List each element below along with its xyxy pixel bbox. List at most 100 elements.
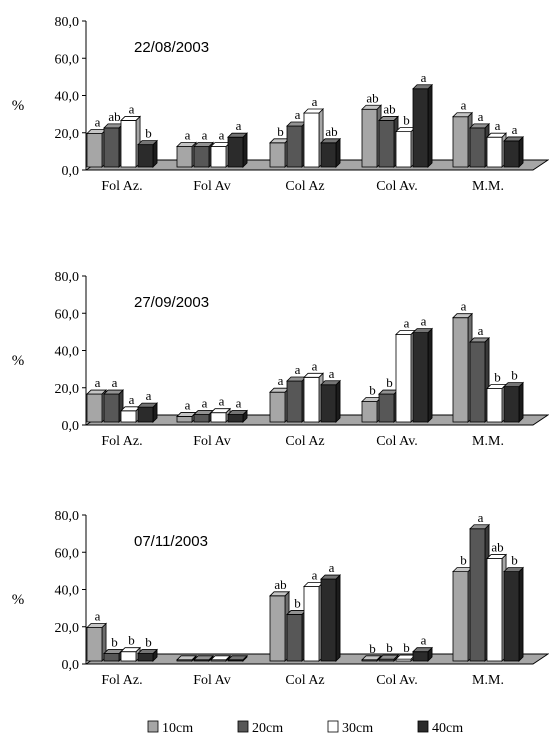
bar [303, 372, 325, 423]
y-tick-label: 60,0 [55, 52, 80, 67]
category-label: Col Az [285, 179, 324, 194]
bar [361, 104, 383, 168]
category-label: Fol Av [193, 673, 230, 688]
y-axis-label: % [12, 353, 25, 369]
bar-label: a [278, 373, 284, 388]
bar-label: a [129, 101, 135, 116]
y-tick-label: 60,0 [55, 546, 80, 561]
bar [303, 108, 325, 168]
bar-label: a [329, 560, 335, 575]
panel-title: 27/09/2003 [134, 294, 209, 311]
bar [193, 409, 215, 423]
panel-title: 07/11/2003 [134, 533, 208, 550]
legend: 10cm 20cm 30cm 40cm [147, 720, 463, 736]
bar [503, 566, 525, 662]
bar-label: a [312, 568, 318, 583]
category-label: M.M. [472, 434, 504, 449]
y-tick-label: 40,0 [55, 584, 80, 599]
bar [486, 132, 508, 168]
y-tick-label: 20,0 [55, 127, 80, 142]
category-label: M.M. [472, 673, 504, 688]
panel-title: 22/08/2003 [134, 39, 209, 56]
category-label: Fol Az. [101, 179, 142, 194]
bar [269, 590, 291, 662]
bar-label: a [146, 388, 152, 403]
bar-label: a [404, 315, 410, 330]
bar [286, 376, 308, 423]
legend-label: 40cm [432, 721, 463, 736]
bar [395, 654, 417, 662]
bar [176, 141, 198, 168]
legend-label: 10cm [162, 721, 193, 736]
y-tick-label: 80,0 [55, 270, 80, 285]
bar [227, 132, 249, 168]
y-axis-label: % [12, 98, 25, 114]
bar-label: a [295, 362, 301, 377]
bar [103, 389, 125, 423]
bar [286, 609, 308, 662]
bar [137, 402, 159, 423]
bar [452, 111, 474, 168]
bar-label: a [312, 358, 318, 373]
bar-label: b [403, 640, 410, 655]
y-tick-label: 80,0 [55, 509, 80, 524]
bar [361, 654, 383, 662]
bar [86, 622, 108, 662]
y-tick-label: 0,0 [62, 164, 80, 179]
bar [503, 135, 525, 168]
bar-label: b [494, 369, 501, 384]
bar-label: b [386, 640, 393, 655]
bar-label: a [295, 107, 301, 122]
bar [176, 654, 198, 662]
y-tick-label: 20,0 [55, 621, 80, 636]
bar-label: a [478, 323, 484, 338]
bar-label: ab [491, 540, 503, 555]
bar [412, 327, 434, 423]
bar [86, 389, 108, 423]
category-label: Col Az [285, 434, 324, 449]
bar [469, 523, 491, 662]
bar [486, 553, 508, 662]
bar-label: a [421, 70, 427, 85]
bar-label: a [219, 394, 225, 409]
legend-label: 30cm [342, 721, 373, 736]
bar-label: a [95, 114, 101, 129]
bar [103, 648, 125, 662]
bar-label: a [461, 98, 467, 113]
bar-label: a [329, 366, 335, 381]
legend-swatch [147, 720, 159, 733]
bar [486, 383, 508, 423]
category-label: Fol Av [193, 434, 230, 449]
bar [120, 115, 142, 168]
bar [193, 141, 215, 168]
bar-label: b [460, 553, 467, 568]
bar-label: ab [325, 124, 337, 139]
bar [120, 646, 142, 662]
y-tick-label: 40,0 [55, 345, 80, 360]
bar [227, 654, 249, 662]
bar [120, 405, 142, 423]
bar-label: b [145, 635, 152, 650]
bar-label: a [129, 392, 135, 407]
bar [176, 411, 198, 423]
bar [452, 312, 474, 423]
bar [137, 648, 159, 662]
y-tick-label: 20,0 [55, 382, 80, 397]
bar-label: a [112, 375, 118, 390]
bar [469, 122, 491, 168]
bar [395, 126, 417, 168]
bar-label: a [421, 314, 427, 329]
bar-label: a [478, 109, 484, 124]
bar-label: b [511, 553, 518, 568]
bar-label: a [421, 633, 427, 648]
bar-label: ab [383, 101, 395, 116]
bar-label: a [495, 118, 501, 133]
bar [503, 381, 525, 423]
bar [320, 379, 342, 423]
category-label: Fol Az. [101, 673, 142, 688]
bar-label: b [386, 375, 393, 390]
bar-label: b [369, 383, 376, 398]
y-tick-label: 0,0 [62, 419, 80, 434]
bar-label: a [312, 94, 318, 109]
